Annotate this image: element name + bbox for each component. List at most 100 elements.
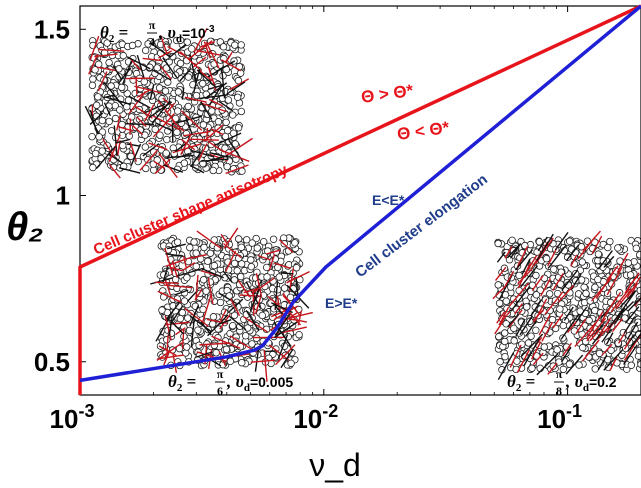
inset-fibre <box>115 114 121 131</box>
inset-fibre <box>157 290 182 303</box>
inset-cell <box>635 346 641 355</box>
inset-fibre <box>276 295 281 311</box>
inset-cell <box>199 276 208 284</box>
inset-cell <box>196 56 204 65</box>
inset-cell <box>287 359 295 367</box>
inset-frac-num: π <box>217 367 224 381</box>
inset-fibre <box>136 116 147 128</box>
inset-fibre <box>162 97 173 107</box>
inset-fibre <box>560 346 572 363</box>
inset-fibre <box>162 266 169 284</box>
inset-fibre <box>202 294 212 322</box>
inset-fibre <box>599 317 612 335</box>
inset-fibre <box>544 291 564 315</box>
inset-fibre <box>189 164 205 174</box>
inset-cell <box>141 143 150 151</box>
inset-cell <box>241 332 250 340</box>
inset-fibre <box>611 318 623 332</box>
inset-fibre <box>199 94 229 100</box>
inset-fibre <box>117 126 134 132</box>
inset-cell <box>621 314 629 322</box>
inset-fibre <box>209 154 229 162</box>
inset-cell <box>192 249 200 257</box>
inset-cell <box>292 264 301 272</box>
inset-fibre <box>181 138 196 151</box>
inset-fibre <box>128 95 151 109</box>
series-lines <box>78 4 641 395</box>
inset-cell <box>183 343 191 351</box>
inset-label-middle: θ2 = π 6, υd=0.005 <box>168 367 293 398</box>
inset-fibre <box>521 333 544 357</box>
inset-fibre <box>591 235 603 255</box>
inset-cell <box>236 322 244 331</box>
inset-cell <box>586 297 594 305</box>
inset-cell <box>209 313 218 321</box>
inset-fibre <box>563 306 574 321</box>
inset-cell <box>180 297 189 305</box>
inset-fibre <box>603 348 624 371</box>
inset-cell <box>238 359 246 367</box>
inset-fibre <box>108 164 121 179</box>
plot-axes <box>79 5 641 396</box>
inset-fibre <box>171 305 184 323</box>
inset-fibre <box>103 102 112 117</box>
inset-fibre <box>126 143 141 147</box>
inset-fibre <box>623 338 639 361</box>
inset-cell <box>542 254 551 263</box>
inset-cell <box>510 324 518 333</box>
inset-fibre <box>225 52 233 64</box>
inset-fibre <box>624 272 640 294</box>
inset-fibre <box>255 296 262 314</box>
inset-fibre <box>211 128 224 136</box>
inset-fibre <box>158 152 178 178</box>
inset-fibre <box>164 247 174 275</box>
inset-fibre <box>280 272 294 275</box>
inset-fibre <box>89 35 100 61</box>
inset-fibre <box>128 90 147 115</box>
inset-fibre <box>95 145 117 170</box>
inset-fibre <box>603 255 615 268</box>
inset-fibre <box>97 48 125 52</box>
inset-fibre <box>164 321 190 326</box>
inset-cell <box>208 320 217 328</box>
inset-cell <box>103 39 111 47</box>
inset-cell <box>286 293 295 301</box>
inset-fibre <box>183 256 188 269</box>
inset-fibre <box>157 354 184 360</box>
inset-cell <box>125 132 133 140</box>
inset-cell <box>111 114 120 123</box>
inset-fibre <box>152 115 181 131</box>
inset-fibre <box>566 321 577 333</box>
inset-image-top-left <box>84 27 253 179</box>
inset-fibre <box>151 68 172 81</box>
inset-fibre <box>606 267 623 296</box>
inset-cell <box>548 315 557 324</box>
inset-fibre <box>220 233 229 246</box>
inset-fibre <box>292 318 307 323</box>
inset-fibre <box>129 141 138 162</box>
inset-fibre <box>252 279 263 297</box>
inset-cell <box>194 326 202 334</box>
inset-cell <box>180 159 189 167</box>
inset-cell <box>577 243 586 251</box>
inset-cell <box>107 82 115 90</box>
inset-cell <box>151 125 159 134</box>
inset-cell <box>203 257 212 265</box>
inset-fibre <box>268 253 276 272</box>
inset-cell <box>248 340 256 348</box>
inset-cell <box>234 235 243 243</box>
inset-fibre <box>623 316 636 334</box>
y-tick-label: 1 <box>56 181 70 211</box>
inset-fibre <box>516 349 530 373</box>
inset-cell <box>565 360 574 368</box>
inset-fibre <box>255 272 263 297</box>
inset-cell <box>501 337 509 346</box>
inset-fibre <box>561 269 579 291</box>
inset-cell <box>202 73 211 82</box>
inset-cell <box>223 162 231 171</box>
inset-fibre <box>144 104 155 122</box>
inset-fibre <box>538 314 551 336</box>
inset-fibre <box>552 273 564 291</box>
inset-cell <box>501 329 509 337</box>
inset-cell <box>158 94 166 103</box>
